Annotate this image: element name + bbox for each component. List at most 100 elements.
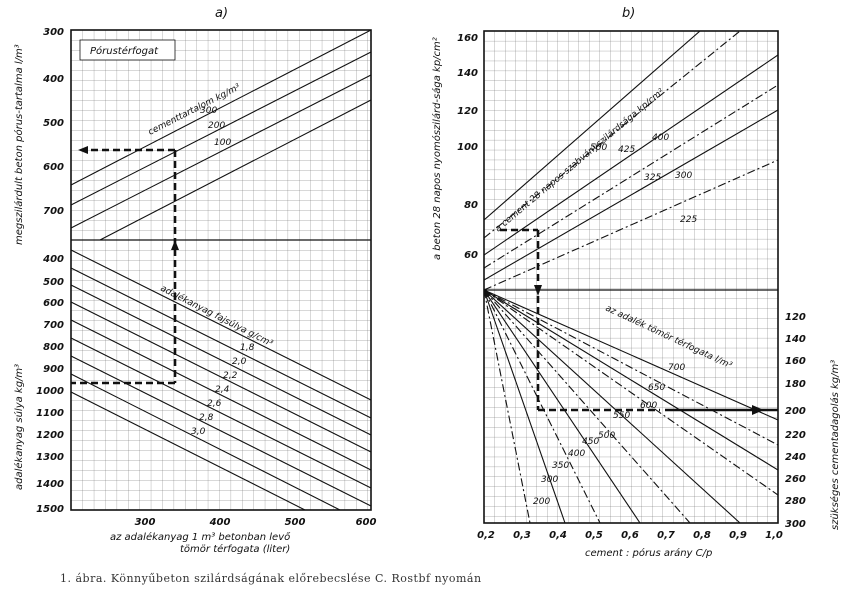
panel-b-right-ticks: 120 140 160 180 200 220 240 260 280 300 [785, 312, 806, 530]
svg-text:240: 240 [785, 452, 806, 463]
strength-value-500: 500 [590, 143, 607, 153]
panel-b-xlabel: cement : pórus arány C/p [585, 547, 712, 559]
svg-text:1,0: 1,0 [765, 530, 783, 541]
aggregate-value-350: 350 [552, 461, 569, 471]
cement-lines [71, 30, 371, 241]
svg-text:0,9: 0,9 [729, 530, 747, 541]
svg-text:800: 800 [43, 342, 64, 353]
svg-text:500: 500 [43, 118, 64, 129]
panel-b-ylabel-left: a beton 28 napos nyomószilárd-sága kp/cm… [431, 37, 443, 260]
svg-text:1200: 1200 [36, 430, 64, 441]
svg-text:160: 160 [457, 33, 478, 44]
svg-text:300: 300 [43, 27, 64, 38]
aggregate-value-650: 650 [648, 383, 665, 393]
svg-text:80: 80 [464, 200, 478, 211]
svg-text:400: 400 [209, 517, 231, 528]
panel-b: b) a cement 28 napos szabványszilárdsága… [431, 6, 841, 559]
svg-text:1300: 1300 [36, 452, 64, 463]
panel-a-top-ticks: 300 400 500 600 700 [42, 27, 64, 217]
svg-text:140: 140 [457, 68, 478, 79]
svg-text:1400: 1400 [36, 479, 64, 490]
svg-text:0,3: 0,3 [513, 530, 531, 541]
density-value-2: 2,0 [232, 357, 247, 367]
cement-value-300: 300 [200, 106, 217, 116]
density-value-7: 3,0 [191, 427, 206, 437]
svg-text:220: 220 [785, 430, 806, 441]
svg-text:180: 180 [785, 379, 806, 390]
svg-text:400: 400 [42, 254, 64, 265]
strength-value-400: 400 [652, 133, 669, 143]
panel-a-ylabel-top: megszilárdult beton pórus-tartalma l/m³ [13, 44, 25, 245]
pore-volume-label: Pórustérfogat [90, 45, 159, 57]
svg-text:280: 280 [785, 496, 806, 507]
svg-text:100: 100 [457, 142, 478, 153]
svg-text:500: 500 [285, 517, 306, 528]
panel-a-xlabel-2: tömör térfogata (liter) [180, 543, 290, 555]
svg-text:120: 120 [785, 312, 806, 323]
density-value-6: 2,8 [199, 413, 214, 423]
density-value-1: 1,8 [240, 343, 255, 353]
svg-text:60: 60 [464, 250, 478, 261]
cement-value-200: 200 [208, 121, 225, 131]
aggregate-value-450: 450 [582, 437, 599, 447]
svg-text:1000: 1000 [36, 386, 64, 397]
aggregate-value-200: 200 [533, 497, 550, 507]
density-value-4: 2,4 [215, 385, 230, 395]
svg-text:0,2: 0,2 [477, 530, 495, 541]
svg-text:0,6: 0,6 [621, 530, 639, 541]
aggregate-value-700: 700 [668, 363, 685, 373]
density-value-5: 2,6 [207, 399, 222, 409]
panel-a-x-ticks: 300 400 500 600 [135, 517, 377, 528]
strength-value-300: 300 [675, 171, 692, 181]
svg-text:700: 700 [43, 320, 64, 331]
panel-b-ylabel-right: szükséges cementadagolás kg/m³ [829, 360, 841, 530]
panel-a-xlabel-1: az adalékanyag 1 m³ betonban levő [110, 531, 291, 543]
aggregate-value-600: 600 [640, 401, 657, 411]
svg-text:1100: 1100 [36, 408, 64, 419]
svg-text:300: 300 [785, 519, 806, 530]
svg-text:200: 200 [785, 406, 806, 417]
cement-line-100 [71, 74, 371, 229]
svg-text:400: 400 [42, 74, 64, 85]
aggregate-value-300: 300 [541, 475, 558, 485]
svg-text:260: 260 [785, 474, 806, 485]
aggregate-lines [484, 289, 778, 523]
svg-text:0,5: 0,5 [585, 530, 603, 541]
cement-value-100: 100 [214, 138, 231, 148]
panel-a: a) Pórustérfogat cementtartalom kg/m³ 30… [13, 6, 376, 555]
svg-text:160: 160 [785, 356, 806, 367]
panel-a-frame [70, 29, 372, 511]
panel-a-title: a) [215, 6, 228, 21]
strength-value-425: 425 [618, 145, 635, 155]
svg-text:1500: 1500 [36, 504, 64, 515]
panel-b-title: b) [622, 6, 635, 21]
strength-value-325: 325 [644, 173, 661, 183]
svg-text:600: 600 [356, 517, 377, 528]
example-path-b [500, 228, 660, 412]
strength-value-225: 225 [680, 215, 697, 225]
aggregate-value-500: 500 [598, 431, 615, 441]
cement-line-300 [71, 30, 371, 186]
example-path-a [71, 148, 177, 385]
cement-line-200 [71, 51, 371, 206]
svg-text:900: 900 [43, 364, 64, 375]
strength-lines [484, 31, 778, 291]
panel-b-frame [483, 30, 779, 524]
density-value-3: 2,2 [223, 371, 238, 381]
density-lines [71, 249, 371, 510]
panel-a-bottom-ticks: 400 500 600 700 800 900 1000 1100 1200 1… [36, 254, 64, 515]
svg-text:140: 140 [785, 334, 806, 345]
svg-text:500: 500 [43, 277, 64, 288]
svg-text:600: 600 [43, 162, 64, 173]
panel-b-left-ticks: 160 140 120 100 80 60 [457, 33, 478, 261]
figure-caption: 1. ábra. Könnyűbeton szilárdságának előr… [60, 572, 482, 585]
aggregate-value-400: 400 [568, 449, 585, 459]
svg-text:0,7: 0,7 [657, 530, 675, 541]
aggregate-value-550: 550 [613, 411, 630, 421]
svg-text:600: 600 [43, 298, 64, 309]
cement-line-0 [99, 99, 371, 241]
pore-volume-box [79, 39, 176, 61]
svg-text:0,4: 0,4 [549, 530, 567, 541]
svg-text:120: 120 [457, 106, 478, 117]
